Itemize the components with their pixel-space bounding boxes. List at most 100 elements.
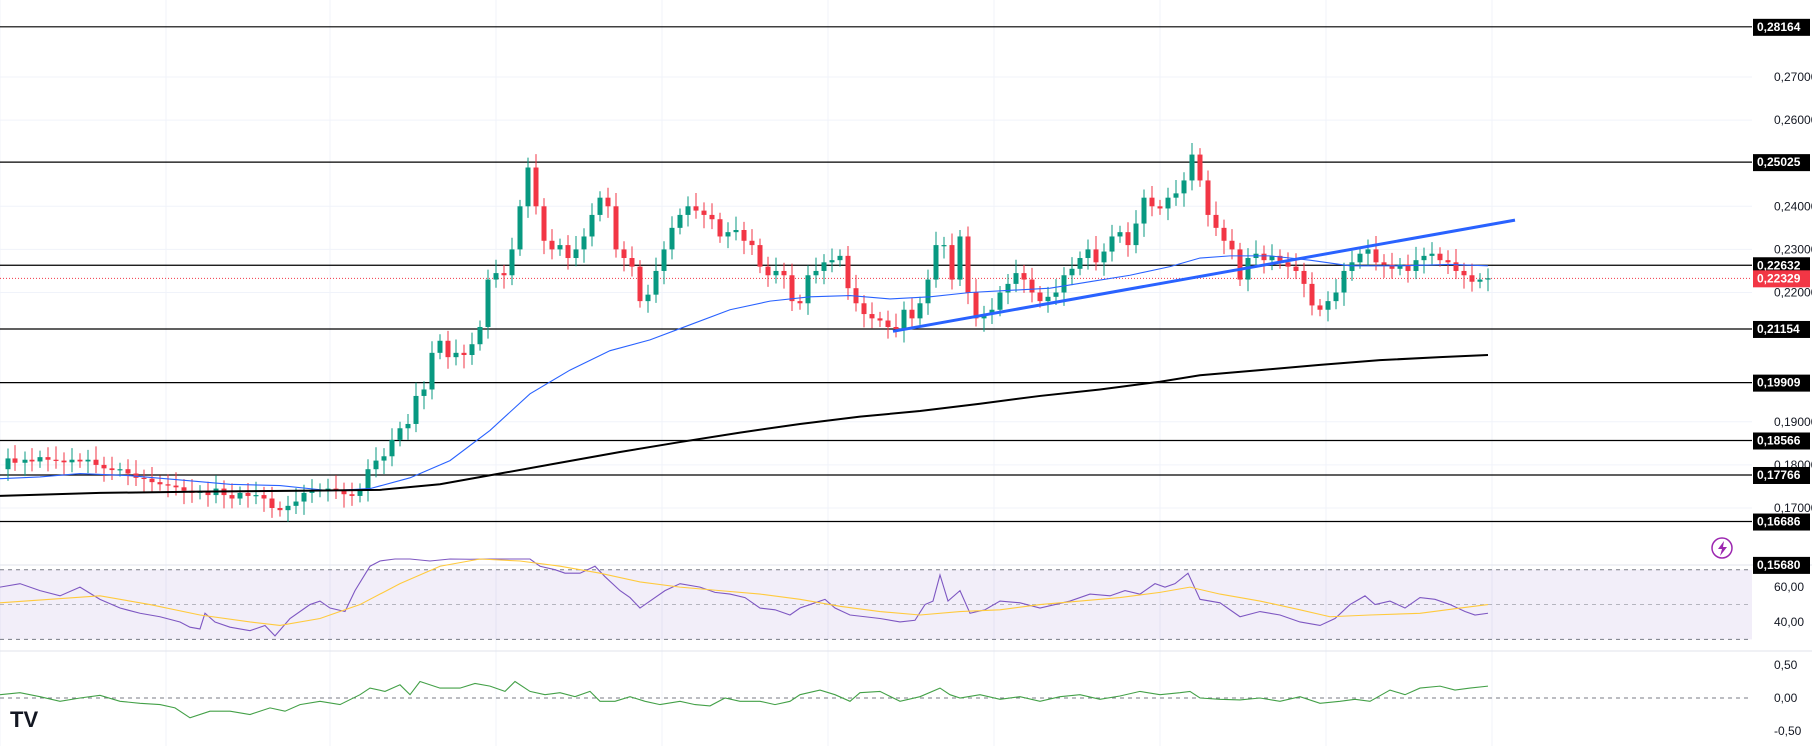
candle-body xyxy=(277,508,283,511)
level-label-bg xyxy=(1753,154,1810,172)
candle-body xyxy=(37,457,43,462)
candle-body xyxy=(813,270,819,276)
candle-body xyxy=(1125,232,1131,246)
candle-body xyxy=(1437,253,1443,261)
candle-body xyxy=(149,478,155,483)
candle-body xyxy=(877,318,883,321)
candle-body xyxy=(565,245,571,259)
candle-body xyxy=(1149,197,1155,207)
candle-body xyxy=(821,262,827,271)
candle-body xyxy=(1381,262,1387,265)
candle-body xyxy=(925,279,931,304)
candle-body xyxy=(485,279,491,327)
candle-body xyxy=(269,498,275,508)
candle-body xyxy=(677,214,683,228)
candle-body xyxy=(53,459,59,461)
candle-body xyxy=(1165,197,1171,209)
candle-body xyxy=(597,197,603,215)
candle-body xyxy=(29,459,35,462)
candle-body xyxy=(805,275,811,304)
candle-body xyxy=(397,428,403,440)
candle-body xyxy=(421,389,427,396)
level-label-bg xyxy=(1753,18,1810,36)
momentum-tick-label: -0,50 xyxy=(1774,724,1802,738)
candle-body xyxy=(869,314,875,319)
candle-body xyxy=(1261,253,1267,261)
candle-body xyxy=(1277,255,1283,263)
level-label: 0,16686 xyxy=(1757,515,1801,529)
level-label: 0,18566 xyxy=(1757,434,1801,448)
candle-body xyxy=(1181,180,1187,194)
tradingview-logo[interactable]: TV xyxy=(10,707,38,732)
candle-body xyxy=(1085,249,1091,259)
candle-body xyxy=(1237,249,1243,280)
candle-body xyxy=(701,210,707,215)
candle-body xyxy=(533,167,539,207)
svg-text:TV: TV xyxy=(10,707,38,732)
candle-body xyxy=(613,206,619,250)
candle-body xyxy=(557,245,563,250)
candle-body xyxy=(413,395,419,424)
candle-body xyxy=(1461,270,1467,276)
lightning-icon[interactable] xyxy=(1711,537,1733,559)
price-panel xyxy=(0,26,1752,523)
candle-body xyxy=(781,270,787,276)
candle-body xyxy=(1405,264,1411,271)
candle-body xyxy=(661,249,667,271)
candle-body xyxy=(405,423,411,429)
level-label-bg xyxy=(1753,432,1810,450)
series-ma-200 xyxy=(0,353,1489,497)
level-label-bg xyxy=(1753,320,1810,338)
rsi-tick-label: 40,00 xyxy=(1774,615,1804,629)
candle-body xyxy=(645,294,651,302)
level-label-bg xyxy=(1753,513,1810,531)
candle-body xyxy=(573,249,579,259)
candle-body xyxy=(429,352,435,390)
candle-body xyxy=(725,232,731,237)
candle-body xyxy=(141,477,147,480)
current-price-label-bg xyxy=(1753,270,1810,288)
candle-body xyxy=(1389,264,1395,269)
candle-body xyxy=(741,230,747,241)
candle-body xyxy=(605,197,611,207)
candle-body xyxy=(845,255,851,289)
bottom-level-label-bg xyxy=(1753,556,1810,574)
candle-body xyxy=(1477,279,1483,282)
candle-body xyxy=(1173,193,1179,198)
candle-body xyxy=(989,309,995,315)
candle-body xyxy=(1037,292,1043,302)
rsi-band xyxy=(0,569,1752,640)
series-momentum xyxy=(0,680,1489,719)
candle-body xyxy=(861,303,867,315)
series-trendline xyxy=(892,218,1516,333)
candle-body xyxy=(973,292,979,319)
candle-body xyxy=(301,492,307,502)
candle-body xyxy=(1373,249,1379,263)
candle-body xyxy=(381,456,387,461)
candle-body xyxy=(157,482,163,485)
candle-body xyxy=(165,484,171,486)
bottom-level-label: 0,15680 xyxy=(1757,558,1801,572)
candle-body xyxy=(829,260,835,263)
candle-body xyxy=(589,214,595,237)
candle-body xyxy=(525,167,531,207)
candle-body xyxy=(1053,292,1059,297)
candle-body xyxy=(757,245,763,267)
candle-body xyxy=(1397,264,1403,269)
candle-body xyxy=(1189,154,1195,181)
candle-body xyxy=(517,206,523,250)
candle-body xyxy=(1101,251,1107,263)
candle-body xyxy=(949,245,955,280)
candle-body xyxy=(469,344,475,355)
level-label: 0,19909 xyxy=(1757,376,1801,390)
rsi-panel xyxy=(0,558,1752,640)
candle-body xyxy=(509,249,515,276)
candle-body xyxy=(749,240,755,246)
